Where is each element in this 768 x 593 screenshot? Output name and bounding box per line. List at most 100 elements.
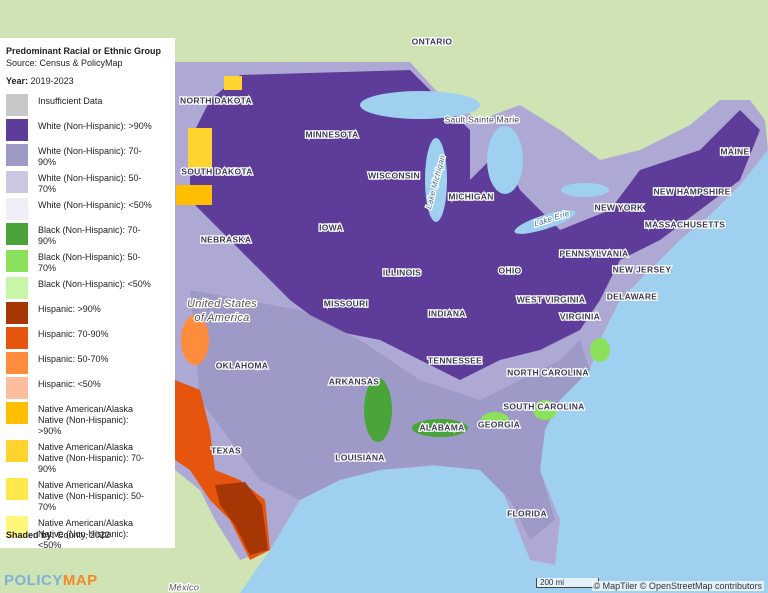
map-label: TEXAS: [211, 445, 241, 455]
map-label: NEW JERSEY: [613, 264, 672, 274]
map-label: VIRGINIA: [560, 311, 600, 321]
legend-label: Hispanic: 70-90%: [38, 329, 109, 339]
map-label: OKLAHOMA: [216, 360, 268, 370]
legend-swatch: [6, 119, 28, 141]
legend-item: Insufficient Data: [6, 94, 169, 116]
legend-swatch: [6, 440, 28, 462]
lake: [360, 91, 480, 119]
legend-item: White (Non-Hispanic): <50%: [6, 198, 169, 220]
map-label: SOUTH DAKOTA: [181, 166, 252, 176]
year-value: 2019-2023: [30, 76, 74, 86]
black-patch: [481, 412, 509, 428]
legend-item: Native American/Alaska Native (Non-Hispa…: [6, 440, 169, 475]
map-label: ONTARIO: [412, 36, 453, 46]
map-label: MINNESOTA: [305, 129, 358, 139]
year-label: Year:: [6, 76, 29, 86]
map-label: SOUTH CAROLINA: [503, 401, 584, 411]
legend-swatch: [6, 352, 28, 374]
map-label: NORTH DAKOTA: [180, 95, 252, 105]
black-patch: [590, 338, 610, 362]
lake: [487, 126, 523, 194]
legend-item: Native American/Alaska Native (Non-Hispa…: [6, 402, 169, 437]
map-label: GEORGIA: [478, 419, 520, 429]
legend-label: White (Non-Hispanic): >90%: [38, 121, 152, 131]
map-label: FLORIDA: [507, 508, 547, 518]
legend-label: Black (Non-Hispanic): 50-70%: [38, 252, 141, 273]
map-label: IOWA: [319, 222, 343, 232]
scale-bar: 200 mi: [536, 578, 599, 588]
shaded-by-value: County, 2022: [57, 530, 110, 540]
lake: [561, 183, 609, 197]
legend-item: Hispanic: 70-90%: [6, 327, 169, 349]
map-label: ALABAMA: [419, 422, 464, 432]
legend-swatch: [6, 327, 28, 349]
black-patch: [412, 419, 468, 437]
legend-item: Native American/Alaska Native (Non-Hispa…: [6, 478, 169, 513]
legend-label: Native American/Alaska Native (Non-Hispa…: [38, 518, 134, 550]
legend-item: Native American/Alaska Native (Non-Hispa…: [6, 516, 169, 551]
legend-swatch: [6, 516, 28, 538]
legend-title: Predominant Racial or Ethnic Group: [6, 46, 162, 56]
native-patch: [188, 128, 212, 168]
legend-label: White (Non-Hispanic): 50-70%: [38, 173, 142, 194]
hispanic-patch: [181, 315, 209, 365]
legend-label: Native American/Alaska Native (Non-Hispa…: [38, 404, 134, 436]
legend-swatch: [6, 223, 28, 245]
legend-label: Hispanic: <50%: [38, 379, 101, 389]
map-label: México: [169, 582, 199, 592]
legend-item: Black (Non-Hispanic): <50%: [6, 277, 169, 299]
legend-label: Insufficient Data: [38, 96, 103, 106]
map-label: MISSOURI: [324, 298, 368, 308]
legend-swatch: [6, 377, 28, 399]
map-label: WISCONSIN: [368, 170, 420, 180]
map-label: ILLINOIS: [383, 267, 421, 277]
legend-item: White (Non-Hispanic): 50-70%: [6, 171, 169, 195]
hispanic-90: [215, 482, 268, 555]
legend: Predominant Racial or Ethnic Group Sourc…: [0, 38, 175, 551]
map-label: ARKANSAS: [329, 376, 380, 386]
legend-label: White (Non-Hispanic): <50%: [38, 200, 152, 210]
legend-item: Hispanic: <50%: [6, 377, 169, 399]
lake: [514, 210, 576, 234]
logo: POLICYMAP: [4, 572, 98, 589]
legend-year: Year: 2019-2023: [6, 76, 169, 86]
legend-item: Black (Non-Hispanic): 50-70%: [6, 250, 169, 274]
legend-items: Insufficient Data White (Non-Hispanic): >…: [6, 94, 169, 551]
legend-swatch: [6, 171, 28, 193]
legend-label: Black (Non-Hispanic): 70-90%: [38, 225, 141, 246]
map-label: OHIO: [499, 265, 522, 275]
map-label: LOUISIANA: [335, 452, 384, 462]
legend-label: Hispanic: 50-70%: [38, 354, 109, 364]
map-label: WEST VIRGINIA: [517, 294, 586, 304]
map-label: NEW HAMPSHIRE: [653, 186, 730, 196]
legend-swatch: [6, 144, 28, 166]
legend-swatch: [6, 402, 28, 424]
legend-label: White (Non-Hispanic): 70-90%: [38, 146, 142, 167]
map-label: MAINE: [721, 146, 750, 156]
map-label: DELAWARE: [607, 291, 658, 301]
legend-item: White (Non-Hispanic): >90%: [6, 119, 169, 141]
map-label: MICHIGAN: [448, 191, 493, 201]
black-patch: [533, 400, 557, 420]
native-patch: [224, 76, 242, 90]
black-patch: [364, 378, 392, 442]
legend-swatch: [6, 94, 28, 116]
legend-label: Hispanic: >90%: [38, 304, 101, 314]
shaded-by-label: Shaded by:: [6, 530, 55, 540]
native-patch: [176, 185, 212, 205]
legend-item: White (Non-Hispanic): 70-90%: [6, 144, 169, 168]
map-label: United States: [187, 298, 257, 310]
shaded-by: Shaded by: County, 2022: [6, 530, 110, 540]
logo-policy: POLICY: [4, 572, 63, 589]
map-label: NEW YORK: [595, 202, 645, 212]
legend-swatch: [6, 277, 28, 299]
legend-label: Black (Non-Hispanic): <50%: [38, 279, 151, 289]
map-label: MASSACHUSETTS: [645, 219, 725, 229]
map-label: TENNESSEE: [428, 355, 482, 365]
legend-swatch: [6, 478, 28, 500]
map-label: Sault Sainte Marie: [445, 114, 520, 124]
legend-source: Source: Census & PolicyMap: [6, 58, 123, 68]
logo-map: MAP: [62, 572, 98, 589]
